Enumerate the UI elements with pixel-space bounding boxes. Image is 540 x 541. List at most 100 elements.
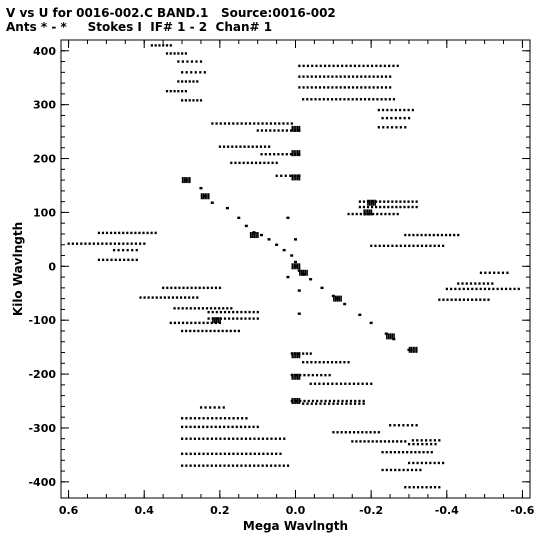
uv-point [296,150,299,157]
uv-point [278,464,281,467]
uv-point [286,122,289,125]
uv-point [376,75,379,78]
uv-point [399,200,402,203]
uv-point [326,382,330,385]
uv-point [122,242,125,245]
uv-point [434,442,437,446]
uv-point [268,153,272,156]
uv-point [335,361,338,364]
uv-point [393,333,395,340]
uv-point [488,287,491,291]
uv-point [351,75,355,78]
uv-point [210,201,214,204]
uv-point [358,64,361,68]
uv-point [404,440,407,443]
uv-point [348,382,351,385]
uv-point [340,295,342,302]
uv-point [454,287,457,291]
uv-point [193,417,197,420]
uv-point [488,271,491,274]
uv-point [307,373,310,377]
uv-point [174,286,177,290]
uv-point [307,399,310,403]
uv-point [402,424,405,427]
uv-point [189,464,192,467]
uv-point [295,263,297,270]
uv-point [97,231,101,235]
uv-point [374,244,377,248]
uv-point [293,125,295,132]
uv-point [275,243,279,246]
uv-point [298,86,301,89]
uv-point [130,242,133,245]
uv-point [412,233,415,237]
uv-point [218,425,222,429]
uv-point [359,98,363,101]
uv-point [390,108,393,112]
uv-point [227,317,231,320]
uv-point [432,233,435,237]
uv-point [127,258,130,262]
uv-point [198,452,201,456]
uv-point [151,296,154,299]
uv-point [223,425,226,429]
uv-point [343,86,346,89]
uv-point [335,382,338,385]
uv-point [202,452,205,456]
uv-point [487,298,490,301]
uv-point [295,125,297,132]
uv-point [372,75,375,78]
uv-point [295,398,297,405]
uv-point [240,122,243,125]
uv-point [475,298,478,301]
uv-point [260,153,263,156]
uv-point [366,205,370,209]
uv-point [437,244,440,248]
uv-point [302,98,305,101]
uv-point [289,174,292,177]
uv-point [235,425,238,429]
uv-point [219,122,222,125]
uv-point [267,238,271,241]
uv-point [389,451,392,454]
uv-point [369,321,373,325]
uv-point [206,464,209,467]
uv-point [122,231,125,235]
uv-point [188,80,191,83]
uv-point [101,242,104,245]
uv-point [366,209,369,216]
uv-point [309,382,312,385]
uv-point [399,126,402,129]
uv-point [302,352,305,355]
uv-point [414,346,416,353]
uv-point [239,145,242,148]
uv-point [407,442,411,446]
uv-point [391,244,394,248]
uv-point [273,153,276,156]
uv-point [173,321,176,325]
uv-point [205,329,208,333]
uv-point [331,382,334,385]
uv-point [314,86,317,89]
y-tick-label: 200 [33,153,56,166]
uv-point [426,451,429,454]
uv-point [285,153,288,156]
uv-point [411,439,414,442]
uv-point [286,464,290,467]
uv-point [189,177,191,184]
uv-point [318,361,321,364]
uv-point [212,317,214,324]
uv-point [406,451,409,454]
uv-point [395,126,398,129]
uv-point [402,468,405,472]
uv-point [228,417,231,420]
uv-point [302,402,305,405]
uv-point [339,98,342,101]
uv-point [411,200,414,203]
uv-point [283,437,286,440]
uv-point [377,108,380,112]
uv-point [181,329,184,333]
uv-point [169,44,172,47]
uv-point [227,425,230,429]
